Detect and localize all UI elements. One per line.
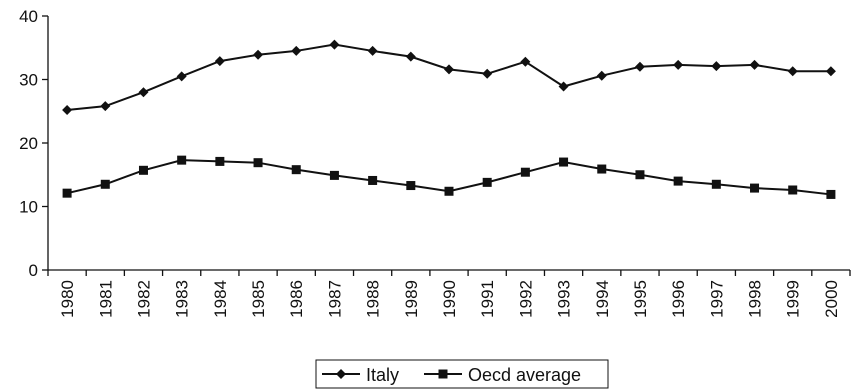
x-tick-label: 1986 [287, 280, 306, 318]
legend-entry-oecd-average: Oecd average [424, 365, 581, 385]
x-tick-label: 1983 [173, 280, 192, 318]
data-point-italy [825, 66, 836, 77]
data-point-oecd-average [406, 181, 416, 191]
data-point-italy [596, 70, 607, 81]
data-point-oecd-average [368, 175, 378, 185]
series-layer [62, 39, 836, 199]
x-tick-label: 1981 [96, 280, 115, 318]
data-point-italy [405, 51, 416, 62]
x-tick-label: 1993 [555, 280, 574, 318]
x-tick-label: 1988 [364, 280, 383, 318]
legend-label-oecd-average: Oecd average [468, 365, 581, 385]
x-tick-label: 1991 [478, 280, 497, 318]
data-point-italy [329, 39, 340, 50]
y-axis: 0 10 20 30 40 [19, 7, 49, 280]
legend-label-italy: Italy [366, 365, 399, 385]
data-point-italy [482, 68, 493, 79]
data-point-oecd-average [673, 176, 683, 186]
data-point-oecd-average [329, 170, 339, 180]
data-point-oecd-average [138, 165, 148, 175]
data-point-italy [291, 45, 302, 56]
y-tick-label: 0 [29, 261, 38, 280]
x-tick-label: 1990 [440, 280, 459, 318]
data-point-italy [444, 64, 454, 75]
x-tick-label: 1995 [631, 280, 650, 318]
y-tick-label: 20 [19, 134, 38, 153]
data-point-oecd-average [520, 167, 530, 177]
y-tick-label: 30 [19, 71, 38, 90]
y-tick-label: 40 [19, 7, 38, 26]
data-point-italy [558, 81, 569, 92]
data-point-italy [367, 45, 378, 56]
data-point-oecd-average [559, 157, 569, 167]
x-tick-label: 1998 [746, 280, 765, 318]
data-point-oecd-average [826, 189, 836, 199]
data-point-italy [711, 61, 722, 72]
data-point-italy [62, 104, 73, 115]
x-tick-label: 1989 [402, 280, 421, 318]
data-point-oecd-average [635, 170, 645, 180]
x-tick-label: 1996 [669, 280, 688, 318]
data-point-oecd-average [291, 165, 301, 175]
legend: Italy Oecd average [315, 359, 609, 389]
data-point-italy [214, 56, 225, 67]
data-point-italy [749, 59, 760, 70]
data-point-italy [520, 56, 531, 67]
legend-marker-italy [336, 369, 346, 379]
x-axis: 1980 1981 1982 1983 1984 1985 1986 1987 1988 1989… [47, 269, 851, 318]
data-point-oecd-average [177, 155, 187, 165]
data-point-oecd-average [750, 183, 760, 193]
data-point-oecd-average [711, 179, 721, 189]
data-point-oecd-average [597, 164, 607, 174]
data-point-italy [176, 71, 187, 82]
data-point-italy [100, 101, 111, 112]
data-point-oecd-average [482, 177, 492, 187]
legend-marker-oecd-average [438, 369, 448, 379]
x-tick-label: 2000 [822, 280, 841, 318]
data-point-oecd-average [444, 186, 454, 196]
data-point-oecd-average [215, 156, 225, 166]
x-tick-label: 1992 [516, 280, 535, 318]
x-tick-label: 1982 [134, 280, 153, 318]
x-tick-label: 1980 [58, 280, 77, 318]
data-point-italy [253, 49, 264, 60]
data-point-oecd-average [253, 158, 263, 168]
data-point-oecd-average [100, 179, 110, 189]
x-tick-label: 1987 [325, 280, 344, 318]
x-tick-label: 1985 [249, 280, 268, 318]
data-point-italy [673, 59, 684, 70]
legend-entry-italy: Italy [322, 365, 399, 385]
data-point-italy [138, 87, 149, 98]
x-tick-label: 1999 [784, 280, 803, 318]
series-oecd-average [62, 155, 836, 199]
data-point-italy [787, 66, 798, 77]
x-tick-label: 1997 [707, 280, 726, 318]
data-point-italy [634, 61, 645, 72]
series-italy [62, 39, 836, 115]
y-tick-label: 10 [19, 198, 38, 217]
x-tick-label: 1994 [593, 280, 612, 318]
x-tick-label: 1984 [211, 280, 230, 318]
data-point-oecd-average [62, 188, 72, 198]
data-point-oecd-average [788, 185, 798, 195]
